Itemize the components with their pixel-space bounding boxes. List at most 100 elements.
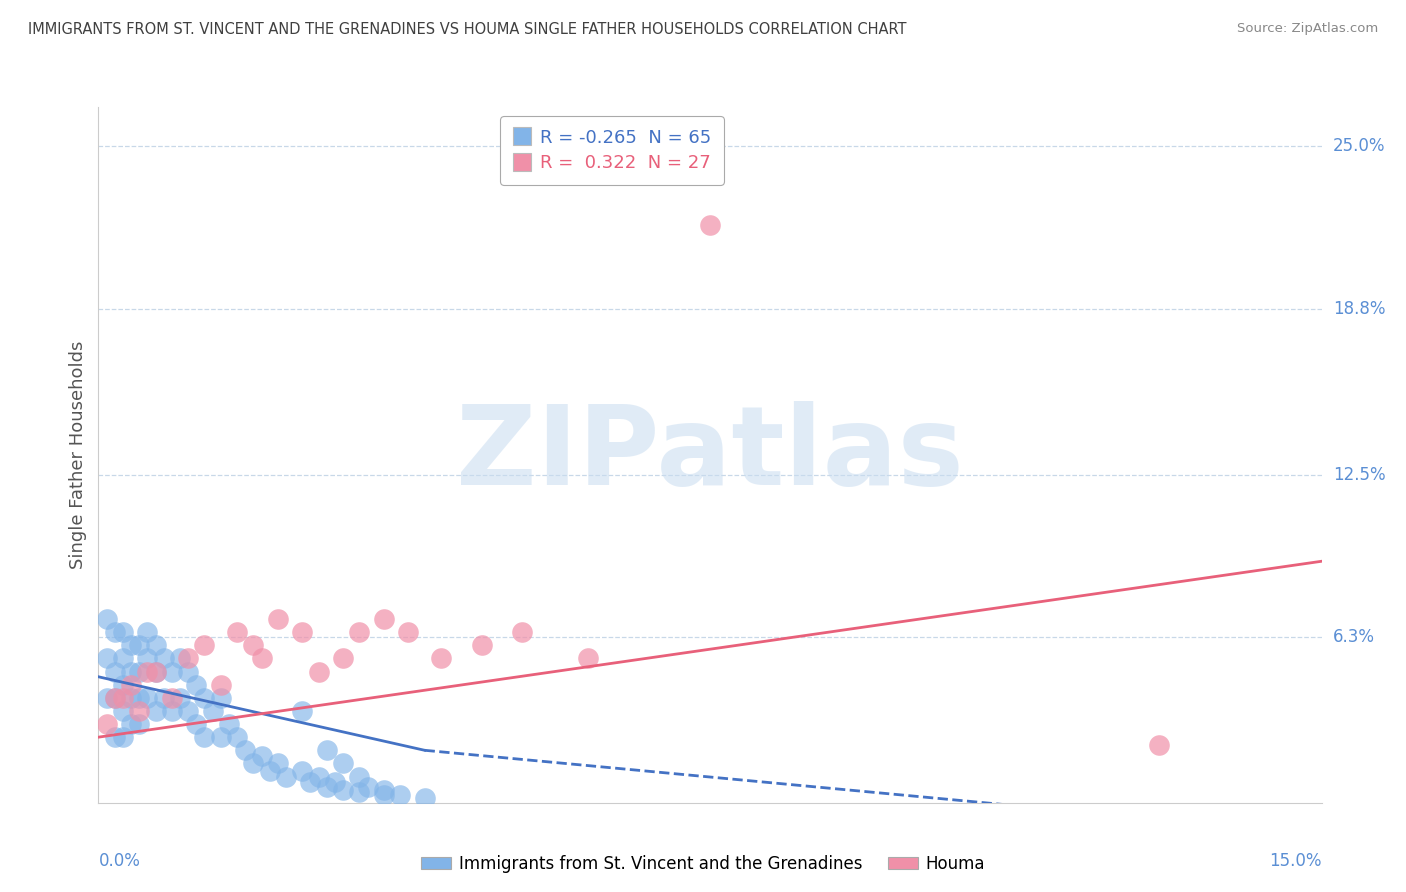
Point <box>96 651 118 665</box>
Point <box>120 665 142 679</box>
Point <box>349 770 371 784</box>
Point <box>373 612 395 626</box>
Point <box>308 665 330 679</box>
Point <box>177 665 200 679</box>
Point <box>576 651 599 665</box>
Point <box>136 665 159 679</box>
Point <box>699 218 721 232</box>
Point <box>111 730 134 744</box>
Point <box>315 743 337 757</box>
Point <box>160 690 183 705</box>
Point <box>226 625 249 640</box>
Point <box>128 690 150 705</box>
Point <box>209 730 232 744</box>
Point <box>396 625 419 640</box>
Point <box>128 638 150 652</box>
Text: 6.3%: 6.3% <box>1333 628 1375 647</box>
Point <box>201 704 224 718</box>
Point <box>291 764 314 779</box>
Point <box>430 651 453 665</box>
Point <box>111 625 134 640</box>
Point <box>389 788 412 802</box>
Point <box>111 651 134 665</box>
Point <box>209 690 232 705</box>
Point <box>152 651 174 665</box>
Point <box>250 748 273 763</box>
Point <box>308 770 330 784</box>
Y-axis label: Single Father Households: Single Father Households <box>69 341 87 569</box>
Point <box>186 717 208 731</box>
Point <box>373 788 395 802</box>
Point <box>104 665 127 679</box>
Point <box>111 704 134 718</box>
Point <box>177 704 200 718</box>
Legend: Immigrants from St. Vincent and the Grenadines, Houma: Immigrants from St. Vincent and the Gren… <box>413 848 993 880</box>
Point <box>120 678 142 692</box>
Point <box>128 717 150 731</box>
Point <box>145 704 167 718</box>
Point <box>226 730 249 744</box>
Point <box>104 625 127 640</box>
Point <box>356 780 378 794</box>
Point <box>274 770 297 784</box>
Point <box>413 790 436 805</box>
Text: 18.8%: 18.8% <box>1333 301 1385 318</box>
Point <box>104 730 127 744</box>
Point <box>128 704 150 718</box>
Point <box>169 651 191 665</box>
Point <box>111 690 134 705</box>
Point <box>291 625 314 640</box>
Point <box>145 665 167 679</box>
Point <box>193 730 215 744</box>
Point <box>1147 738 1170 752</box>
Point <box>104 690 127 705</box>
Point <box>373 782 395 797</box>
Point <box>160 665 183 679</box>
Point <box>332 651 354 665</box>
Point <box>136 690 159 705</box>
Point <box>349 785 371 799</box>
Point <box>96 612 118 626</box>
Point <box>291 704 314 718</box>
Point <box>186 678 208 692</box>
Legend: R = -0.265  N = 65, R =  0.322  N = 27: R = -0.265 N = 65, R = 0.322 N = 27 <box>501 116 724 185</box>
Point <box>96 690 118 705</box>
Point <box>332 782 354 797</box>
Point <box>349 625 371 640</box>
Text: IMMIGRANTS FROM ST. VINCENT AND THE GRENADINES VS HOUMA SINGLE FATHER HOUSEHOLDS: IMMIGRANTS FROM ST. VINCENT AND THE GREN… <box>28 22 907 37</box>
Point <box>218 717 240 731</box>
Point <box>111 678 134 692</box>
Point <box>120 638 142 652</box>
Point <box>136 651 159 665</box>
Point <box>233 743 256 757</box>
Point <box>512 625 534 640</box>
Point <box>136 625 159 640</box>
Point <box>315 780 337 794</box>
Point <box>96 717 118 731</box>
Text: 15.0%: 15.0% <box>1270 852 1322 870</box>
Point <box>259 764 281 779</box>
Text: 12.5%: 12.5% <box>1333 466 1385 483</box>
Text: 25.0%: 25.0% <box>1333 137 1385 155</box>
Point <box>145 665 167 679</box>
Point <box>160 704 183 718</box>
Point <box>209 678 232 692</box>
Point <box>332 756 354 771</box>
Text: 0.0%: 0.0% <box>98 852 141 870</box>
Text: ZIPatlas: ZIPatlas <box>456 401 965 508</box>
Point <box>267 612 290 626</box>
Point <box>169 690 191 705</box>
Point <box>128 665 150 679</box>
Point <box>267 756 290 771</box>
Text: Source: ZipAtlas.com: Source: ZipAtlas.com <box>1237 22 1378 36</box>
Point <box>145 638 167 652</box>
Point <box>299 774 322 789</box>
Point <box>120 690 142 705</box>
Point <box>242 638 264 652</box>
Point <box>242 756 264 771</box>
Point <box>323 774 346 789</box>
Point <box>193 638 215 652</box>
Point <box>193 690 215 705</box>
Point <box>471 638 494 652</box>
Point <box>120 717 142 731</box>
